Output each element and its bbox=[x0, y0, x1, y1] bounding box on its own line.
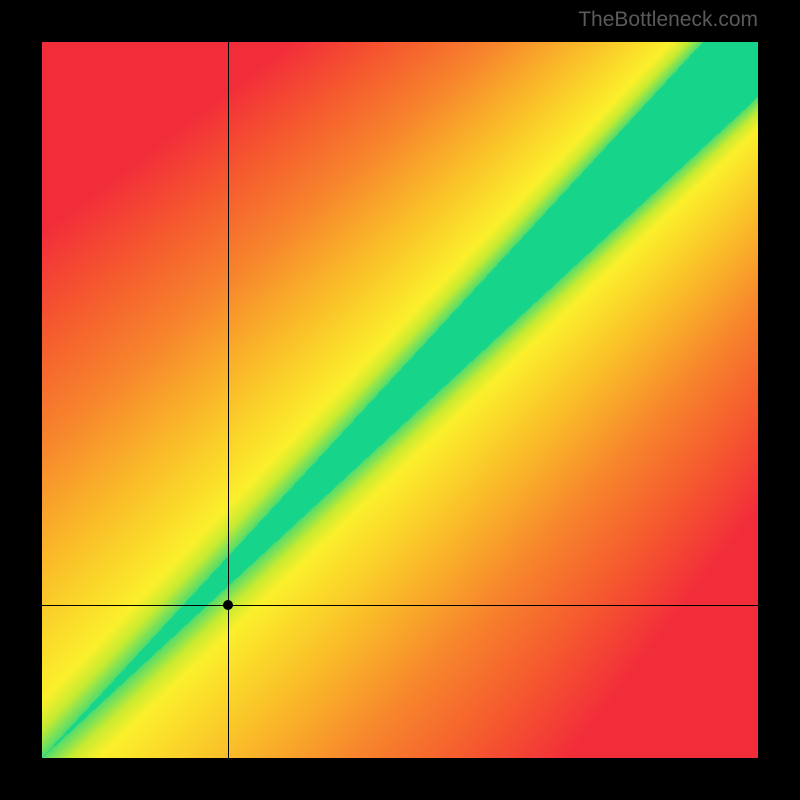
crosshair-horizontal bbox=[42, 605, 758, 606]
selected-point-marker bbox=[223, 600, 233, 610]
crosshair-vertical bbox=[228, 42, 229, 758]
plot-area bbox=[42, 42, 758, 758]
bottleneck-heatmap bbox=[42, 42, 758, 758]
watermark-text: TheBottleneck.com bbox=[578, 8, 758, 32]
